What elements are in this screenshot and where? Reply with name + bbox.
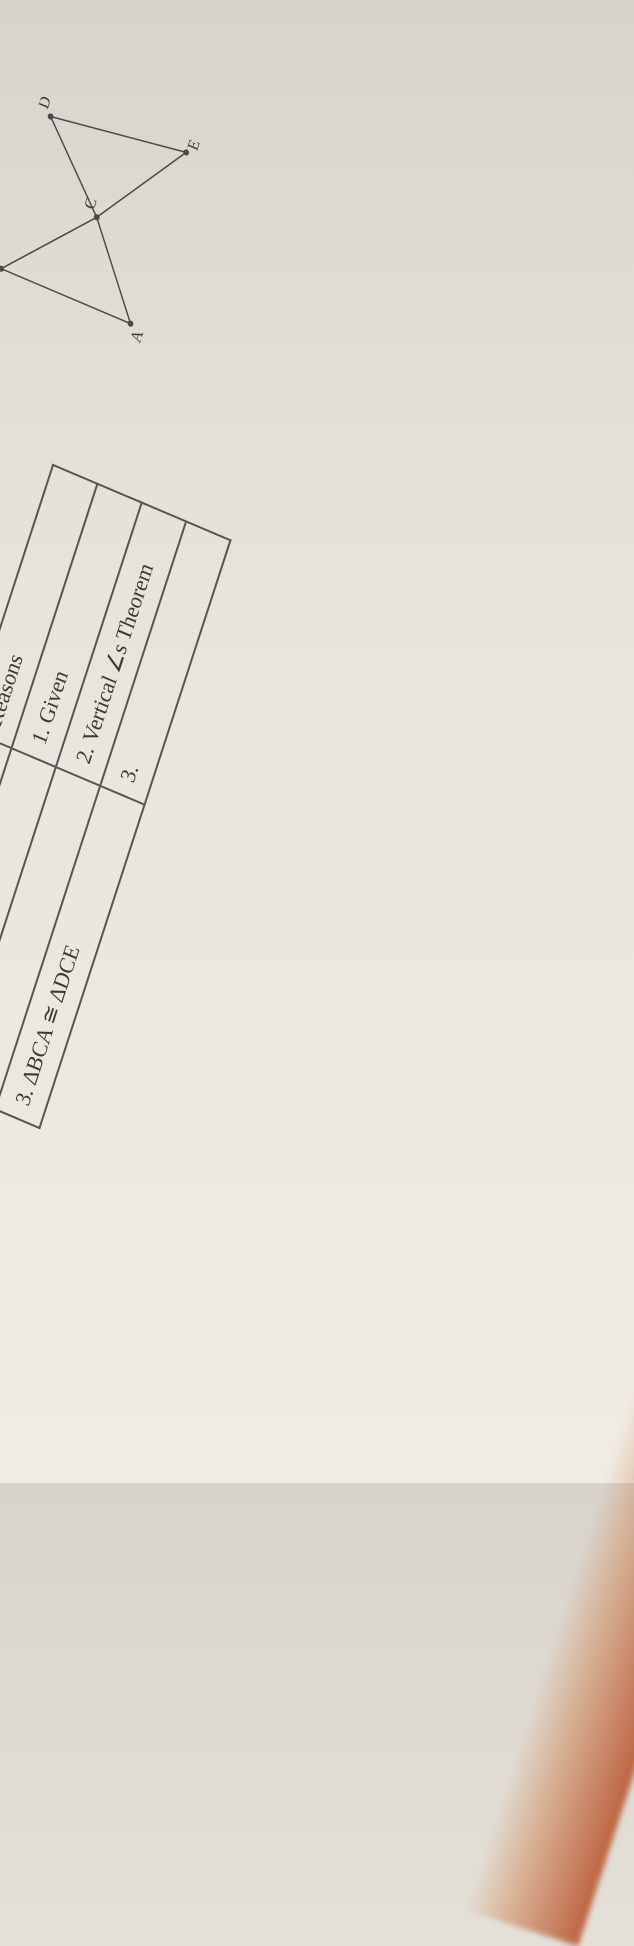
row3-num: 3. <box>10 1084 38 1109</box>
point-d <box>47 112 54 120</box>
orange-surface-edge <box>464 1306 634 1946</box>
point-b <box>0 265 5 273</box>
label-c: C <box>82 195 101 212</box>
label-a: A <box>128 327 147 345</box>
label-d: D <box>36 94 55 112</box>
proof-table: Statements Reasons 1. BC ≅ DC ; AC ≅ EC <box>0 464 232 1130</box>
hw-ec: EC <box>0 877 5 910</box>
line-ec <box>97 127 186 243</box>
line-ac <box>70 217 156 323</box>
